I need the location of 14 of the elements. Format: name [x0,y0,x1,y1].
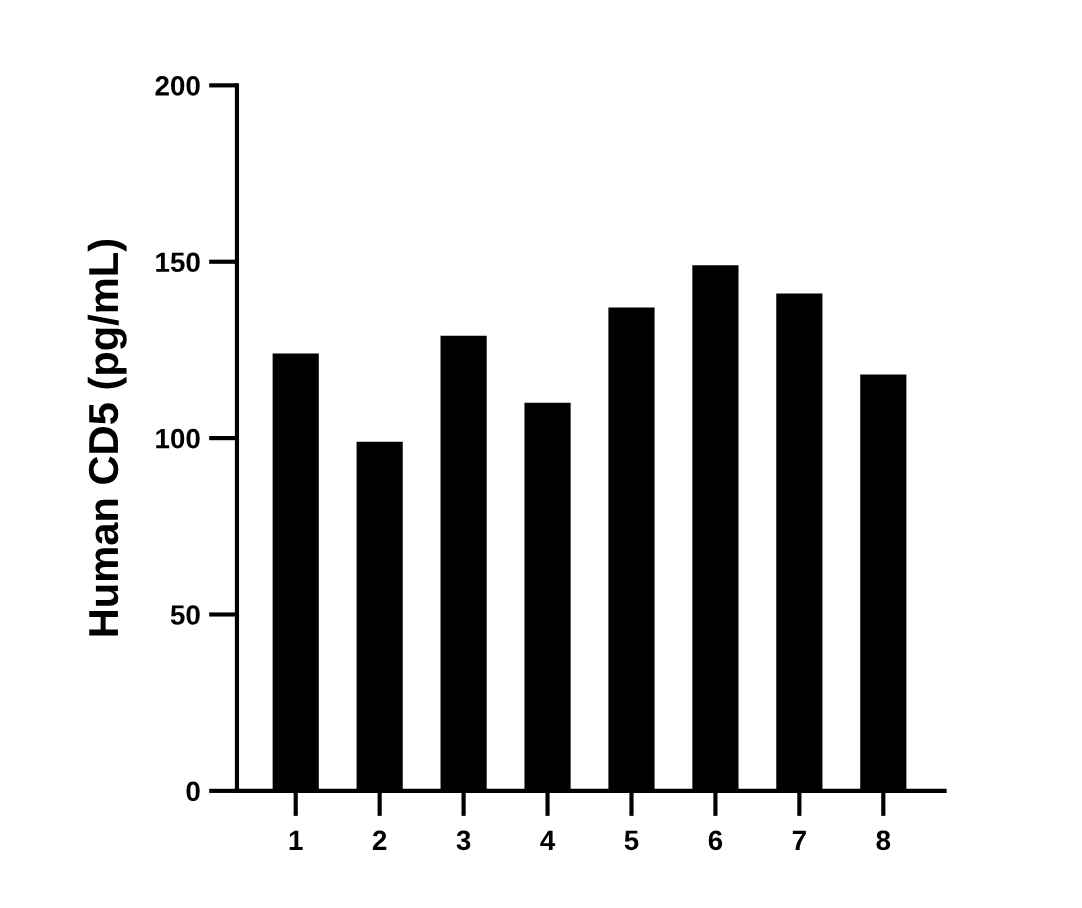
x-tick-label: 7 [792,830,806,850]
y-axis-title: Human CD5 (pg/mL) [87,239,127,636]
x-tick-label: 1 [289,830,303,850]
x-tick-label: 8 [876,830,891,851]
y-tick-label: 200 [155,76,200,96]
y-tick-label: 0 [186,781,200,802]
x-tick-label: 5 [624,830,639,851]
y-tick-label: 100 [156,428,200,449]
x-tick-label: 2 [372,830,387,850]
x-tick-label: 4 [540,830,556,850]
x-tick-label: 6 [708,830,723,851]
y-tick-label: 150 [156,252,200,273]
y-tick-label: 50 [170,605,200,625]
x-tick-label: 3 [456,830,471,851]
